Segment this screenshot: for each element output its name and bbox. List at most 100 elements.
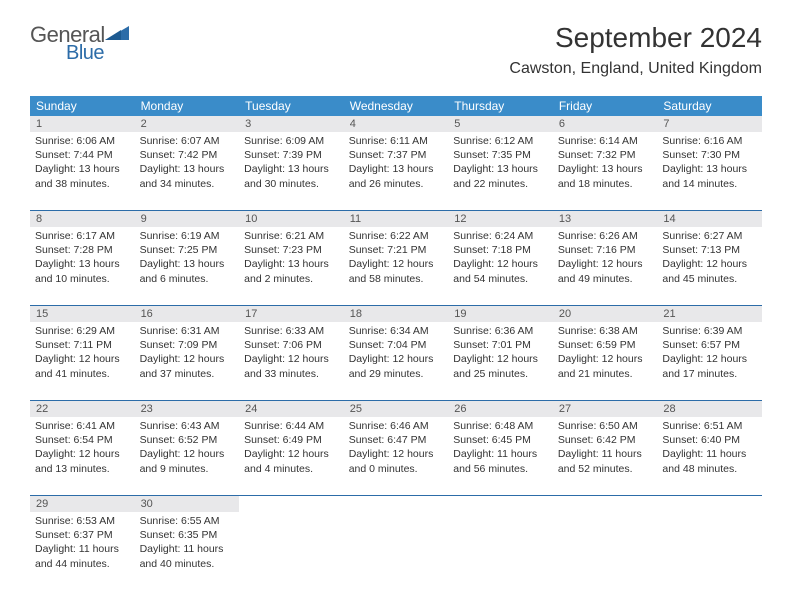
daynum-row: 2930 [30,496,762,512]
day-cell: Sunrise: 6:09 AMSunset: 7:39 PMDaylight:… [239,132,344,210]
daynum-row: 15161718192021 [30,306,762,322]
sunset-line: Sunset: 7:28 PM [35,244,113,256]
sunset-line: Sunset: 6:57 PM [662,339,740,351]
sunset-line: Sunset: 7:09 PM [140,339,218,351]
day-cell: Sunrise: 6:22 AMSunset: 7:21 PMDaylight:… [344,227,449,305]
sunrise-line: Sunrise: 6:41 AM [35,420,115,432]
day-details: Sunrise: 6:16 AMSunset: 7:30 PMDaylight:… [662,134,757,191]
sunrise-line: Sunrise: 6:50 AM [558,420,638,432]
daylight-line: Daylight: 11 hours and 44 minutes. [35,543,119,569]
day-details: Sunrise: 6:06 AMSunset: 7:44 PMDaylight:… [35,134,130,191]
sunset-line: Sunset: 7:23 PM [244,244,322,256]
sunset-line: Sunset: 6:35 PM [140,529,218,541]
week-row: Sunrise: 6:17 AMSunset: 7:28 PMDaylight:… [30,227,762,306]
day-details: Sunrise: 6:27 AMSunset: 7:13 PMDaylight:… [662,229,757,286]
day-cell: Sunrise: 6:21 AMSunset: 7:23 PMDaylight:… [239,227,344,305]
day-number: 25 [344,401,449,417]
sunset-line: Sunset: 7:44 PM [35,149,113,161]
day-cell: Sunrise: 6:12 AMSunset: 7:35 PMDaylight:… [448,132,553,210]
sunset-line: Sunset: 7:42 PM [140,149,218,161]
week-row: Sunrise: 6:53 AMSunset: 6:37 PMDaylight:… [30,512,762,590]
daylight-line: Daylight: 12 hours and 4 minutes. [244,448,329,474]
day-details: Sunrise: 6:41 AM Sunset: 6:54 PM Daylight:… [35,419,130,476]
day-number: 21 [657,306,762,322]
daylight-line: Daylight: 13 hours and 14 minutes. [662,163,747,189]
day-number: 11 [344,211,449,227]
sunrise-line: Sunrise: 6:21 AM [244,230,324,242]
daylight-line: Daylight: 12 hours and 33 minutes. [244,353,329,379]
sunset-line: Sunset: 7:04 PM [349,339,427,351]
day-details: Sunrise: 6:26 AMSunset: 7:16 PMDaylight:… [558,229,653,286]
day-number: 28 [657,401,762,417]
sunrise-line: Sunrise: 6:53 AM [35,515,115,527]
sunrise-line: Sunrise: 6:39 AM [662,325,742,337]
calendar: SundayMondayTuesdayWednesdayThursdayFrid… [30,96,762,590]
day-number [553,496,658,512]
daylight-line: Daylight: 13 hours and 34 minutes. [140,163,225,189]
day-cell [239,512,344,590]
sunrise-line: Sunrise: 6:43 AM [140,420,220,432]
sunrise-line: Sunrise: 6:09 AM [244,135,324,147]
sunset-line: Sunset: 7:18 PM [453,244,531,256]
day-number: 15 [30,306,135,322]
daylight-line: Daylight: 13 hours and 38 minutes. [35,163,120,189]
day-number: 2 [135,116,240,132]
daylight-line: Daylight: 13 hours and 18 minutes. [558,163,643,189]
day-cell: Sunrise: 6:31 AMSunset: 7:09 PMDaylight:… [135,322,240,400]
sunrise-line: Sunrise: 6:44 AM [244,420,324,432]
dayname: Saturday [657,96,762,116]
day-cell: Sunrise: 6:48 AMSunset: 6:45 PMDaylight:… [448,417,553,495]
day-details: Sunrise: 6:43 AMSunset: 6:52 PMDaylight:… [140,419,235,476]
sunset-line: Sunset: 7:01 PM [453,339,531,351]
day-number: 18 [344,306,449,322]
day-cell [344,512,449,590]
day-cell: Sunrise: 6:26 AMSunset: 7:16 PMDaylight:… [553,227,658,305]
sunrise-line: Sunrise: 6:22 AM [349,230,429,242]
sunrise-line: Sunrise: 6:38 AM [558,325,638,337]
daylight-line: Daylight: 13 hours and 10 minutes. [35,258,120,284]
sunset-line: Sunset: 7:30 PM [662,149,740,161]
day-number: 1 [30,116,135,132]
daynum-row: 1234567 [30,116,762,132]
day-number [448,496,553,512]
day-details: Sunrise: 6:31 AMSunset: 7:09 PMDaylight:… [140,324,235,381]
day-details: Sunrise: 6:48 AMSunset: 6:45 PMDaylight:… [453,419,548,476]
day-cell [553,512,658,590]
day-cell: Sunrise: 6:46 AMSunset: 6:47 PMDaylight:… [344,417,449,495]
location: Cawston, England, United Kingdom [509,60,762,78]
day-details: Sunrise: 6:09 AMSunset: 7:39 PMDaylight:… [244,134,339,191]
day-details: Sunrise: 6:55 AMSunset: 6:35 PMDaylight:… [140,514,235,571]
day-number: 12 [448,211,553,227]
week-row: Sunrise: 6:29 AMSunset: 7:11 PMDaylight:… [30,322,762,401]
day-cell: Sunrise: 6:38 AMSunset: 6:59 PMDaylight:… [553,322,658,400]
daylight-line: Daylight: 12 hours and 29 minutes. [349,353,434,379]
sunrise-line: Sunrise: 6:33 AM [244,325,324,337]
daylight-line: Daylight: 11 hours and 56 minutes. [453,448,537,474]
sunset-line: Sunset: 7:16 PM [558,244,636,256]
sunset-line: Sunset: 6:49 PM [244,434,322,446]
day-cell: Sunrise: 6:44 AM Sunset: 6:49 PM Daylight:… [239,417,344,495]
week-row: Sunrise: 6:41 AM Sunset: 6:54 PM Daylight:… [30,417,762,496]
sunset-line: Sunset: 7:21 PM [349,244,427,256]
day-details: Sunrise: 6:21 AMSunset: 7:23 PMDaylight:… [244,229,339,286]
sunset-line: Sunset: 6:59 PM [558,339,636,351]
daylight-line: Daylight: 12 hours and 49 minutes. [558,258,643,284]
day-cell: Sunrise: 6:29 AMSunset: 7:11 PMDaylight:… [30,322,135,400]
day-details: Sunrise: 6:36 AMSunset: 7:01 PMDaylight:… [453,324,548,381]
sunrise-line: Sunrise: 6:29 AM [35,325,115,337]
day-details: Sunrise: 6:07 AMSunset: 7:42 PMDaylight:… [140,134,235,191]
dayname-row: SundayMondayTuesdayWednesdayThursdayFrid… [30,96,762,116]
day-cell: Sunrise: 6:36 AMSunset: 7:01 PMDaylight:… [448,322,553,400]
sunset-line: Sunset: 6:54 PM [35,434,113,446]
day-cell: Sunrise: 6:33 AMSunset: 7:06 PMDaylight:… [239,322,344,400]
dayname: Monday [135,96,240,116]
sunset-line: Sunset: 7:37 PM [349,149,427,161]
sunset-line: Sunset: 7:25 PM [140,244,218,256]
daylight-line: Daylight: 12 hours and 13 minutes. [35,448,120,474]
sunset-line: Sunset: 7:39 PM [244,149,322,161]
day-number: 19 [448,306,553,322]
brand-logo: General Blue [30,22,131,65]
daylight-line: Daylight: 11 hours and 40 minutes. [140,543,224,569]
day-cell: Sunrise: 6:51 AMSunset: 6:40 PMDaylight:… [657,417,762,495]
daynum-row: 22232425262728 [30,401,762,417]
